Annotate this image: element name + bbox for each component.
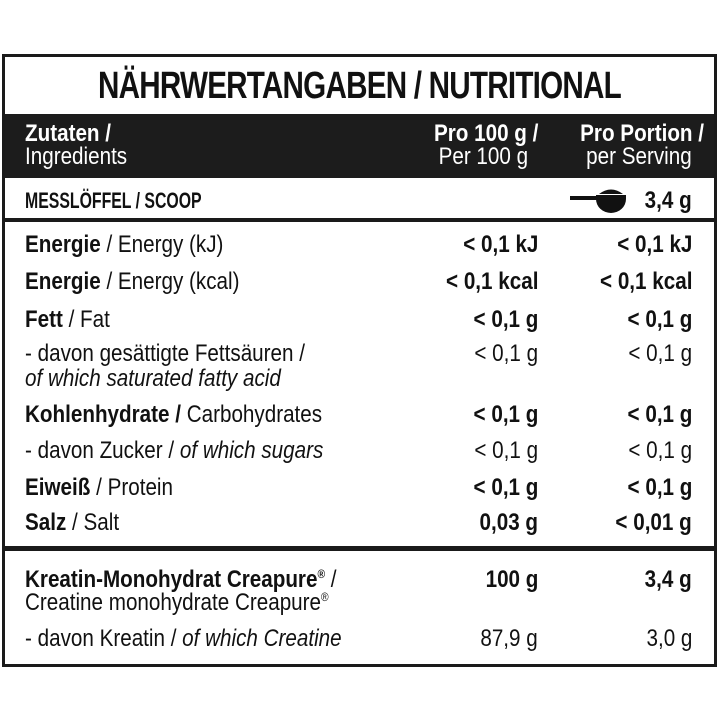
row-label-de: Kohlenhydrate / <box>25 401 181 428</box>
registered-mark: ® <box>317 567 326 581</box>
row-label-en: / Salt <box>66 509 120 536</box>
header-serving-de: Pro Portion / <box>580 120 704 147</box>
creatine-per100: 100 g <box>485 566 538 593</box>
header-per100-de: Pro 100 g / <box>433 120 538 147</box>
value-serving: < 0,1 g <box>628 437 692 464</box>
creatine-label-de: Kreatin-Monohydrat Creapure <box>25 566 318 593</box>
value-serving: < 0,1 kJ <box>616 231 692 258</box>
row-label-en: / Fat <box>62 306 110 333</box>
section-divider <box>5 546 714 551</box>
row-label-en: / Protein <box>90 474 173 501</box>
registered-mark: ® <box>321 590 329 604</box>
value-serving: < 0,1 g <box>628 340 692 367</box>
row-label-de: Salz <box>25 509 67 536</box>
value-serving: < 0,01 g <box>615 509 692 536</box>
table-header: Zutaten / Ingredients Pro 100 g / Per 10… <box>5 114 714 178</box>
sub-per100: 87,9 g <box>480 625 538 652</box>
row-label-en: of which saturated fatty acid <box>25 365 281 392</box>
header-ingredients-en: Ingredients <box>25 143 128 170</box>
value-per100: < 0,1 g <box>473 306 538 333</box>
row-label-de: Energie <box>25 231 101 258</box>
value-serving: < 0,1 g <box>627 474 692 501</box>
value-per100: < 0,1 kJ <box>462 231 538 258</box>
value-per100: < 0,1 kcal <box>445 268 538 295</box>
row-label-de: Eiweiß <box>25 474 91 501</box>
header-serving-en: per Serving <box>586 143 692 170</box>
header-ingredients-de: Zutaten / <box>25 120 111 147</box>
row-label-de: - davon Zucker / <box>25 437 180 464</box>
value-per100: < 0,1 g <box>473 401 538 428</box>
row-label-en: of which sugars <box>179 437 324 464</box>
row-label-en: / Energy (kcal) <box>100 268 240 295</box>
value-serving: < 0,1 g <box>627 401 692 428</box>
row-label-de: Energie <box>25 268 101 295</box>
scoop-icon <box>570 189 626 213</box>
row-label-en: Carbohydrates <box>180 401 323 428</box>
value-per100: < 0,1 g <box>474 437 538 464</box>
row-label-de: - davon gesättigte Fettsäuren / <box>25 340 305 367</box>
value-per100: < 0,1 g <box>474 340 538 367</box>
scoop-row: MESSLÖFFEL / SCOOP 3,4 g <box>5 178 714 222</box>
creatine-serving: 3,4 g <box>644 566 692 593</box>
row-label-de: Fett <box>25 306 63 333</box>
sub-label-de: - davon Kreatin / <box>25 625 183 652</box>
sub-serving: 3,0 g <box>646 625 692 652</box>
table-title: NÄHRWERTANGABEN / NUTRITIONAL FACTS <box>5 57 714 165</box>
slash: / <box>325 566 337 593</box>
scoop-value: 3,4 g <box>644 187 692 214</box>
value-per100: 0,03 g <box>479 509 538 536</box>
value-serving: < 0,1 kcal <box>599 268 692 295</box>
row-label-en: / Energy (kJ) <box>100 231 224 258</box>
value-per100: < 0,1 g <box>473 474 538 501</box>
nutrition-table: NÄHRWERTANGABEN / NUTRITIONAL FACTS Zuta… <box>2 54 717 667</box>
creatine-label-en: Creatine monohydrate Creapure <box>25 589 322 616</box>
sub-label-en: of which Creatine <box>182 625 342 652</box>
header-per100-en: Per 100 g <box>438 143 528 170</box>
scoop-label: MESSLÖFFEL / SCOOP <box>25 188 202 213</box>
value-serving: < 0,1 g <box>627 306 692 333</box>
